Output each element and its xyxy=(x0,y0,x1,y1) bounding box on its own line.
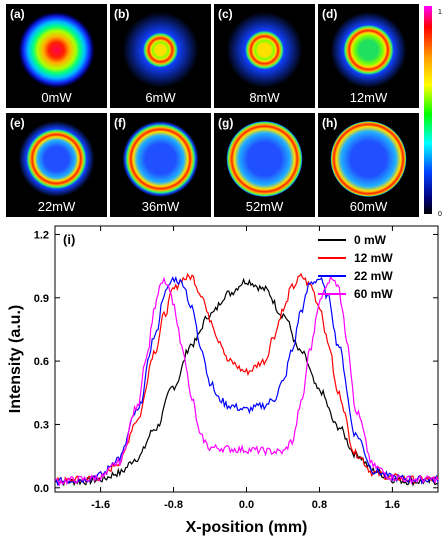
panel-tag: (a) xyxy=(10,7,25,21)
y-axis-label: Intensity (a.u.) xyxy=(7,305,24,413)
x-tick-label: 0.8 xyxy=(312,499,327,511)
legend-label: 12 mW xyxy=(354,251,393,265)
series-line-0 xyxy=(54,277,439,487)
panel-power-label: 52mW xyxy=(246,199,284,214)
panel-tag: (b) xyxy=(114,7,129,21)
panel-power-label: 60mW xyxy=(350,199,388,214)
panel-power-label: 8mW xyxy=(249,90,280,105)
colorbar-min-label: 0 xyxy=(438,211,442,218)
series-line-2 xyxy=(54,275,439,487)
y-tick-label: 0.9 xyxy=(34,293,49,305)
intensity-profile-plot: -1.6 -0.8 0.0 0.8 1.6 0.0 0.3 0.6 0.9 1.2 X-positi… xyxy=(7,225,439,536)
x-tick-label: -1.6 xyxy=(91,499,110,511)
y-tick-label: 0.3 xyxy=(34,419,49,431)
beam-spot xyxy=(226,121,303,197)
chart-panel-label: (i) xyxy=(63,232,75,247)
x-tick-label: 1.6 xyxy=(385,499,400,511)
y-tick-label: 1.2 xyxy=(34,229,49,241)
intensity-profile-chart: -1.6 -0.8 0.0 0.8 1.6 0.0 0.3 0.6 0.9 1.2 X-positi… xyxy=(0,222,448,550)
panel-tag: (c) xyxy=(218,7,233,21)
panel-tag: (f) xyxy=(114,116,126,130)
colorbar xyxy=(424,6,432,214)
beam-spot xyxy=(226,12,303,88)
x-tick-label: -0.8 xyxy=(164,499,183,511)
x-axis-label: X-position (mm) xyxy=(186,519,308,536)
legend-label: 0 mW xyxy=(354,233,387,247)
panel-power-label: 0mW xyxy=(41,90,72,105)
beam-spot xyxy=(330,121,407,197)
beam-profile-images: (a) 0mW (b) 6mW (c) 8mW (d) 12mW (e) 22mW (f) 36mW (… xyxy=(6,4,442,218)
panel-power-label: 22mW xyxy=(38,199,76,214)
beam-spot xyxy=(330,12,407,88)
colorbar-max-label: 1 xyxy=(438,9,442,16)
legend-label: 60 mW xyxy=(354,287,393,301)
panel-power-label: 6mW xyxy=(145,90,176,105)
panel-tag: (h) xyxy=(322,116,337,130)
beam-spot xyxy=(122,12,199,88)
beam-spot xyxy=(18,121,95,197)
legend-label: 22 mW xyxy=(354,269,393,283)
beam-profile-panels: (a) 0mW (b) 6mW (c) 8mW (d) 12mW (e) 22mW (f) 36mW (… xyxy=(0,0,448,222)
series-line-1 xyxy=(54,272,439,485)
y-tick-label: 0.6 xyxy=(34,356,49,368)
beam-spot xyxy=(18,12,95,88)
panel-tag: (d) xyxy=(322,7,337,21)
y-tick-label: 0.0 xyxy=(34,483,49,495)
panel-power-label: 12mW xyxy=(350,90,388,105)
panel-tag: (g) xyxy=(218,116,233,130)
panel-power-label: 36mW xyxy=(142,199,180,214)
panel-tag: (e) xyxy=(10,116,25,130)
beam-spot xyxy=(122,121,199,197)
series-line-3 xyxy=(54,275,439,487)
x-tick-label: 0.0 xyxy=(239,499,254,511)
